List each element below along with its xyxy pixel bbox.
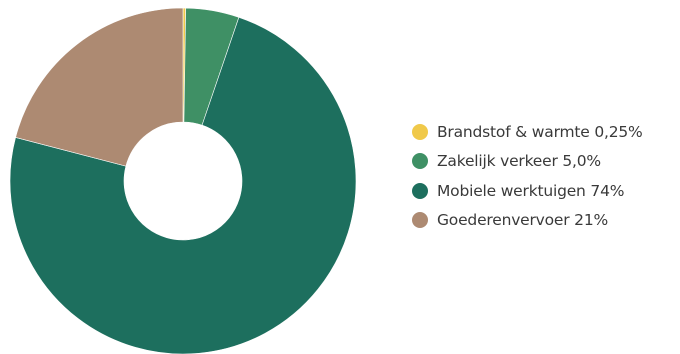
legend-swatch-brandstof-warmte <box>412 123 428 140</box>
legend-item-zakelijk-verkeer: Zakelijk verkeer 5,0% <box>412 147 680 177</box>
legend-label-brandstof-warmte: Brandstof & warmte 0,25% <box>437 122 643 141</box>
legend-label-goederenvervoer: Goederenvervoer 21% <box>437 211 609 230</box>
legend-swatch-goederenvervoer <box>412 212 428 229</box>
legend-label-mobiele-werktuigen: Mobiele werktuigen 74% <box>437 181 625 200</box>
legend-label-zakelijk-verkeer: Zakelijk verkeer 5,0% <box>437 152 601 171</box>
legend-item-brandstof-warmte: Brandstof & warmte 0,25% <box>412 117 680 147</box>
chart-legend: Brandstof & warmte 0,25% Zakelijk verkee… <box>412 117 680 235</box>
slice-mobiele-werktuigen <box>9 16 357 354</box>
legend-item-mobiele-werktuigen: Mobiele werktuigen 74% <box>412 176 680 206</box>
legend-swatch-mobiele-werktuigen <box>412 182 428 199</box>
legend-swatch-zakelijk-verkeer <box>412 153 428 170</box>
legend-item-goederenvervoer: Goederenvervoer 21% <box>412 206 680 236</box>
slice-goederenvervoer <box>15 7 184 167</box>
